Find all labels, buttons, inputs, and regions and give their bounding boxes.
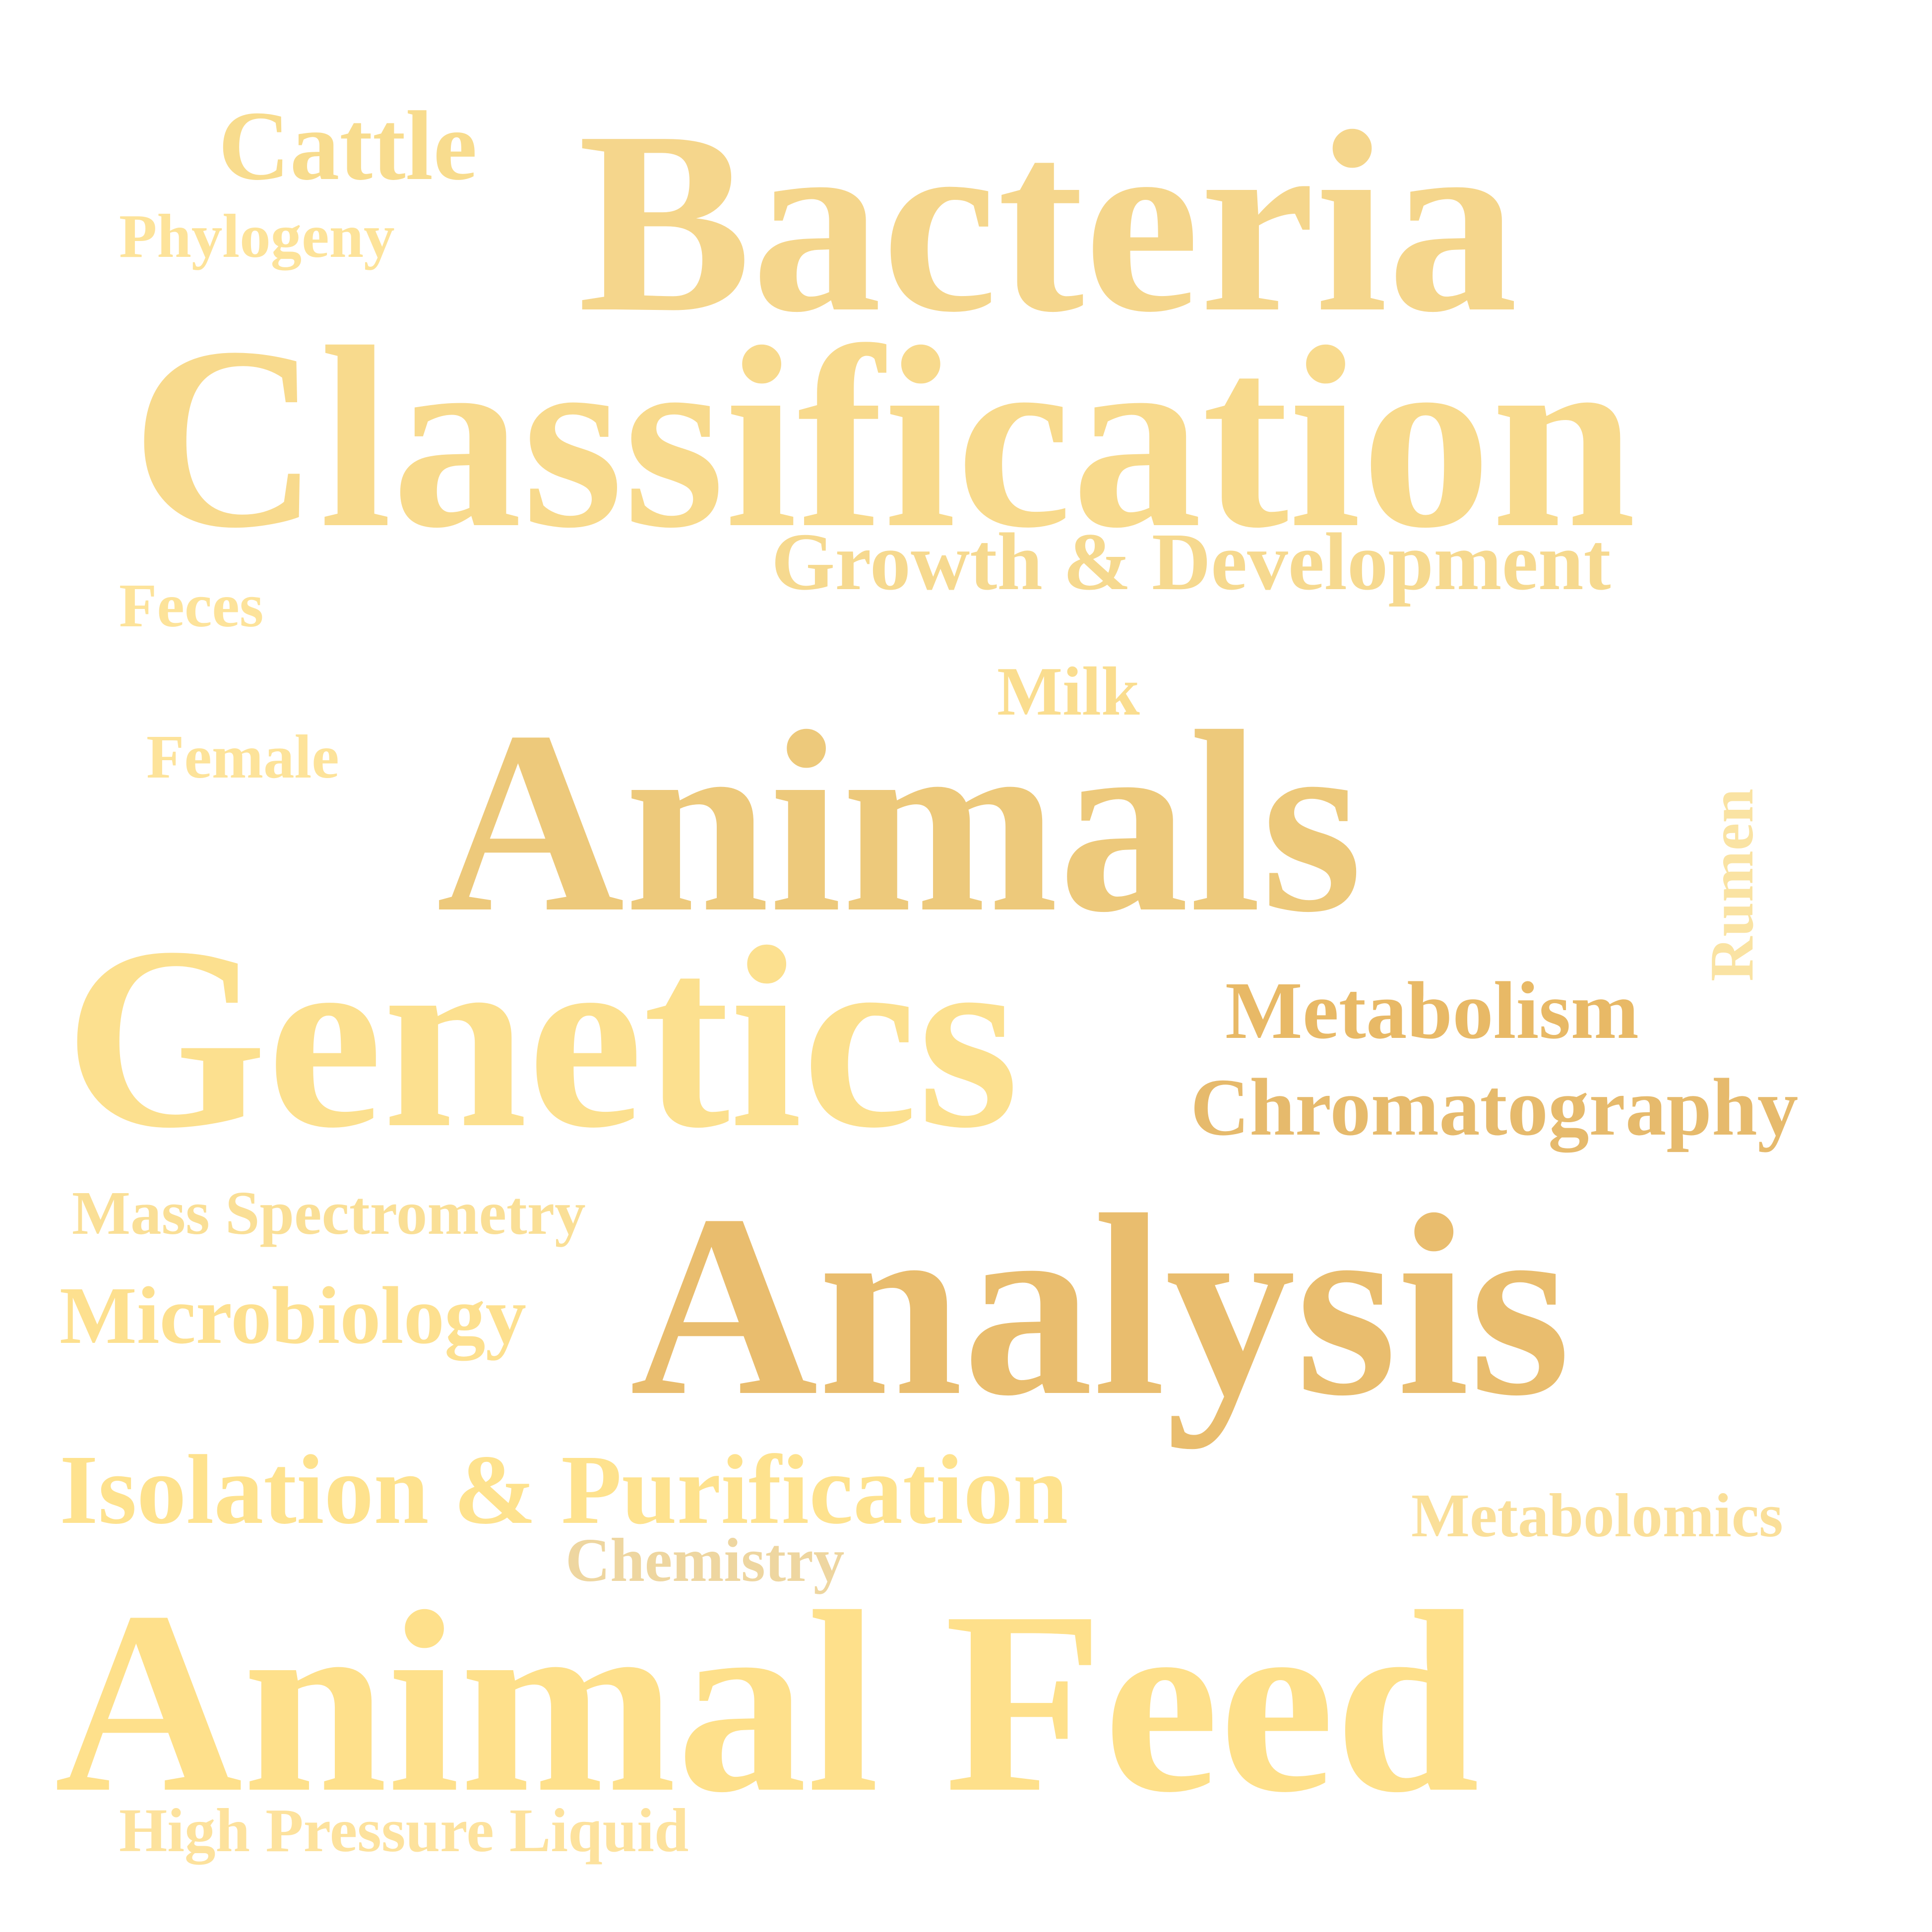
- word-rumen: Rumen: [1698, 788, 1766, 981]
- word-high-pressure-liquid: High Pressure Liquid: [119, 1797, 689, 1865]
- word-phylogeny: Phylogeny: [119, 202, 395, 271]
- word-mass-spectrometry: Mass Spectrometry: [72, 1179, 586, 1248]
- word-metabolomics: Metabolomics: [1411, 1482, 1783, 1550]
- word-metabolism: Metabolism: [1225, 965, 1639, 1056]
- word-animals: Animals: [436, 677, 1363, 966]
- word-milk: Milk: [997, 653, 1140, 730]
- word-cattle: Cattle: [218, 91, 477, 201]
- word-bacteria: Bacteria: [578, 77, 1518, 366]
- word-isolation-purification: Isolation & Purification: [60, 1435, 1068, 1545]
- word-animal-feed: Animal Feed: [55, 1558, 1480, 1846]
- word-analysis: Analysis: [630, 1161, 1571, 1449]
- word-chemistry: Chemistry: [565, 1526, 845, 1595]
- word-chromatography: Chromatography: [1190, 1062, 1799, 1152]
- word-classification: Classification: [131, 293, 1636, 582]
- word-feces: Feces: [119, 572, 264, 640]
- word-female: Female: [146, 723, 339, 791]
- word-genetics: Genetics: [64, 893, 1019, 1182]
- word-microbiology: Microbiology: [60, 1270, 527, 1361]
- word-growth-development: Growth & Development: [771, 516, 1611, 607]
